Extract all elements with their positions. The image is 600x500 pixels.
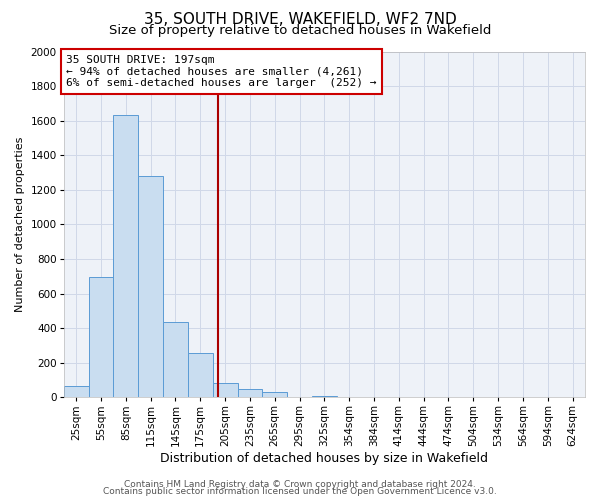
Bar	[64, 386, 89, 398]
X-axis label: Distribution of detached houses by size in Wakefield: Distribution of detached houses by size …	[160, 452, 488, 465]
Bar	[89, 277, 113, 398]
Bar	[113, 116, 138, 398]
Bar	[238, 388, 262, 398]
Bar	[262, 392, 287, 398]
Bar	[163, 322, 188, 398]
Text: Size of property relative to detached houses in Wakefield: Size of property relative to detached ho…	[109, 24, 491, 37]
Y-axis label: Number of detached properties: Number of detached properties	[15, 136, 25, 312]
Bar	[312, 396, 337, 398]
Bar	[212, 382, 238, 398]
Text: 35 SOUTH DRIVE: 197sqm
← 94% of detached houses are smaller (4,261)
6% of semi-d: 35 SOUTH DRIVE: 197sqm ← 94% of detached…	[67, 55, 377, 88]
Text: Contains public sector information licensed under the Open Government Licence v3: Contains public sector information licen…	[103, 487, 497, 496]
Text: Contains HM Land Registry data © Crown copyright and database right 2024.: Contains HM Land Registry data © Crown c…	[124, 480, 476, 489]
Text: 35, SOUTH DRIVE, WAKEFIELD, WF2 7ND: 35, SOUTH DRIVE, WAKEFIELD, WF2 7ND	[143, 12, 457, 28]
Bar	[138, 176, 163, 398]
Bar	[188, 354, 212, 398]
